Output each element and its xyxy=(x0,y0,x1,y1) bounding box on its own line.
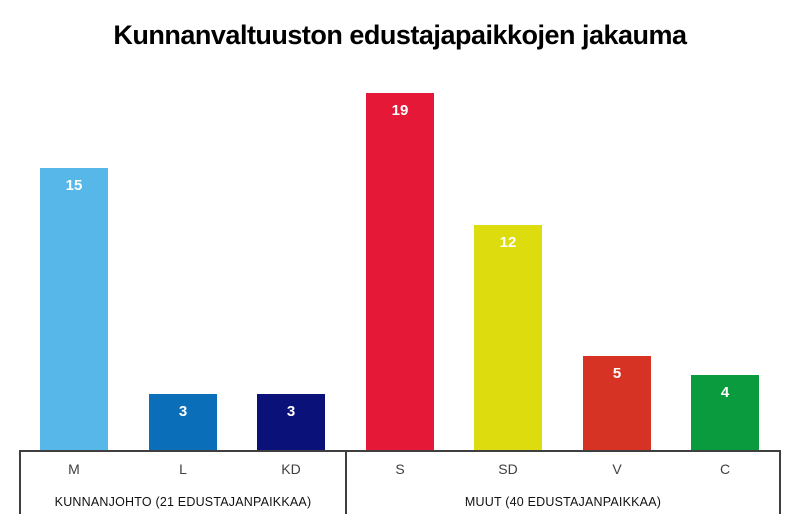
category-label-L: L xyxy=(179,461,187,477)
category-label-SD: SD xyxy=(498,461,518,477)
bar-KD: 3 xyxy=(257,394,325,450)
bar-value-M: 15 xyxy=(65,177,83,194)
category-label-KD: KD xyxy=(281,461,301,477)
chart-title: Kunnanvaltuuston edustajapaikkojen jakau… xyxy=(113,20,687,50)
bar-value-S: 19 xyxy=(391,102,409,119)
bar-value-C: 4 xyxy=(720,384,730,401)
bar-V: 5 xyxy=(583,356,651,450)
bar-value-L: 3 xyxy=(178,403,188,420)
group-label-muut: MUUT (40 EDUSTAJANPAIKKAA) xyxy=(464,495,662,509)
category-label-M: M xyxy=(68,461,80,477)
category-label-C: C xyxy=(719,461,731,477)
bar-value-KD: 3 xyxy=(286,403,296,420)
group-divider-line xyxy=(345,450,347,514)
bar-value-SD: 12 xyxy=(499,234,517,251)
bar-S: 19 xyxy=(366,93,434,450)
bar-C: 4 xyxy=(691,375,759,450)
bar-value-V: 5 xyxy=(612,365,622,382)
axis-box-left-border xyxy=(19,450,21,514)
bar-M: 15 xyxy=(40,168,108,450)
axis-box-right-border xyxy=(779,450,781,514)
category-label-S: S xyxy=(395,461,405,477)
group-label-kunnanjohto: KUNNANJOHTO (21 EDUSTAJANPAIKKAA) xyxy=(54,495,312,509)
bar-L: 3 xyxy=(149,394,217,450)
x-axis-line xyxy=(19,450,781,452)
bar-SD: 12 xyxy=(474,225,542,450)
category-label-V: V xyxy=(612,461,622,477)
